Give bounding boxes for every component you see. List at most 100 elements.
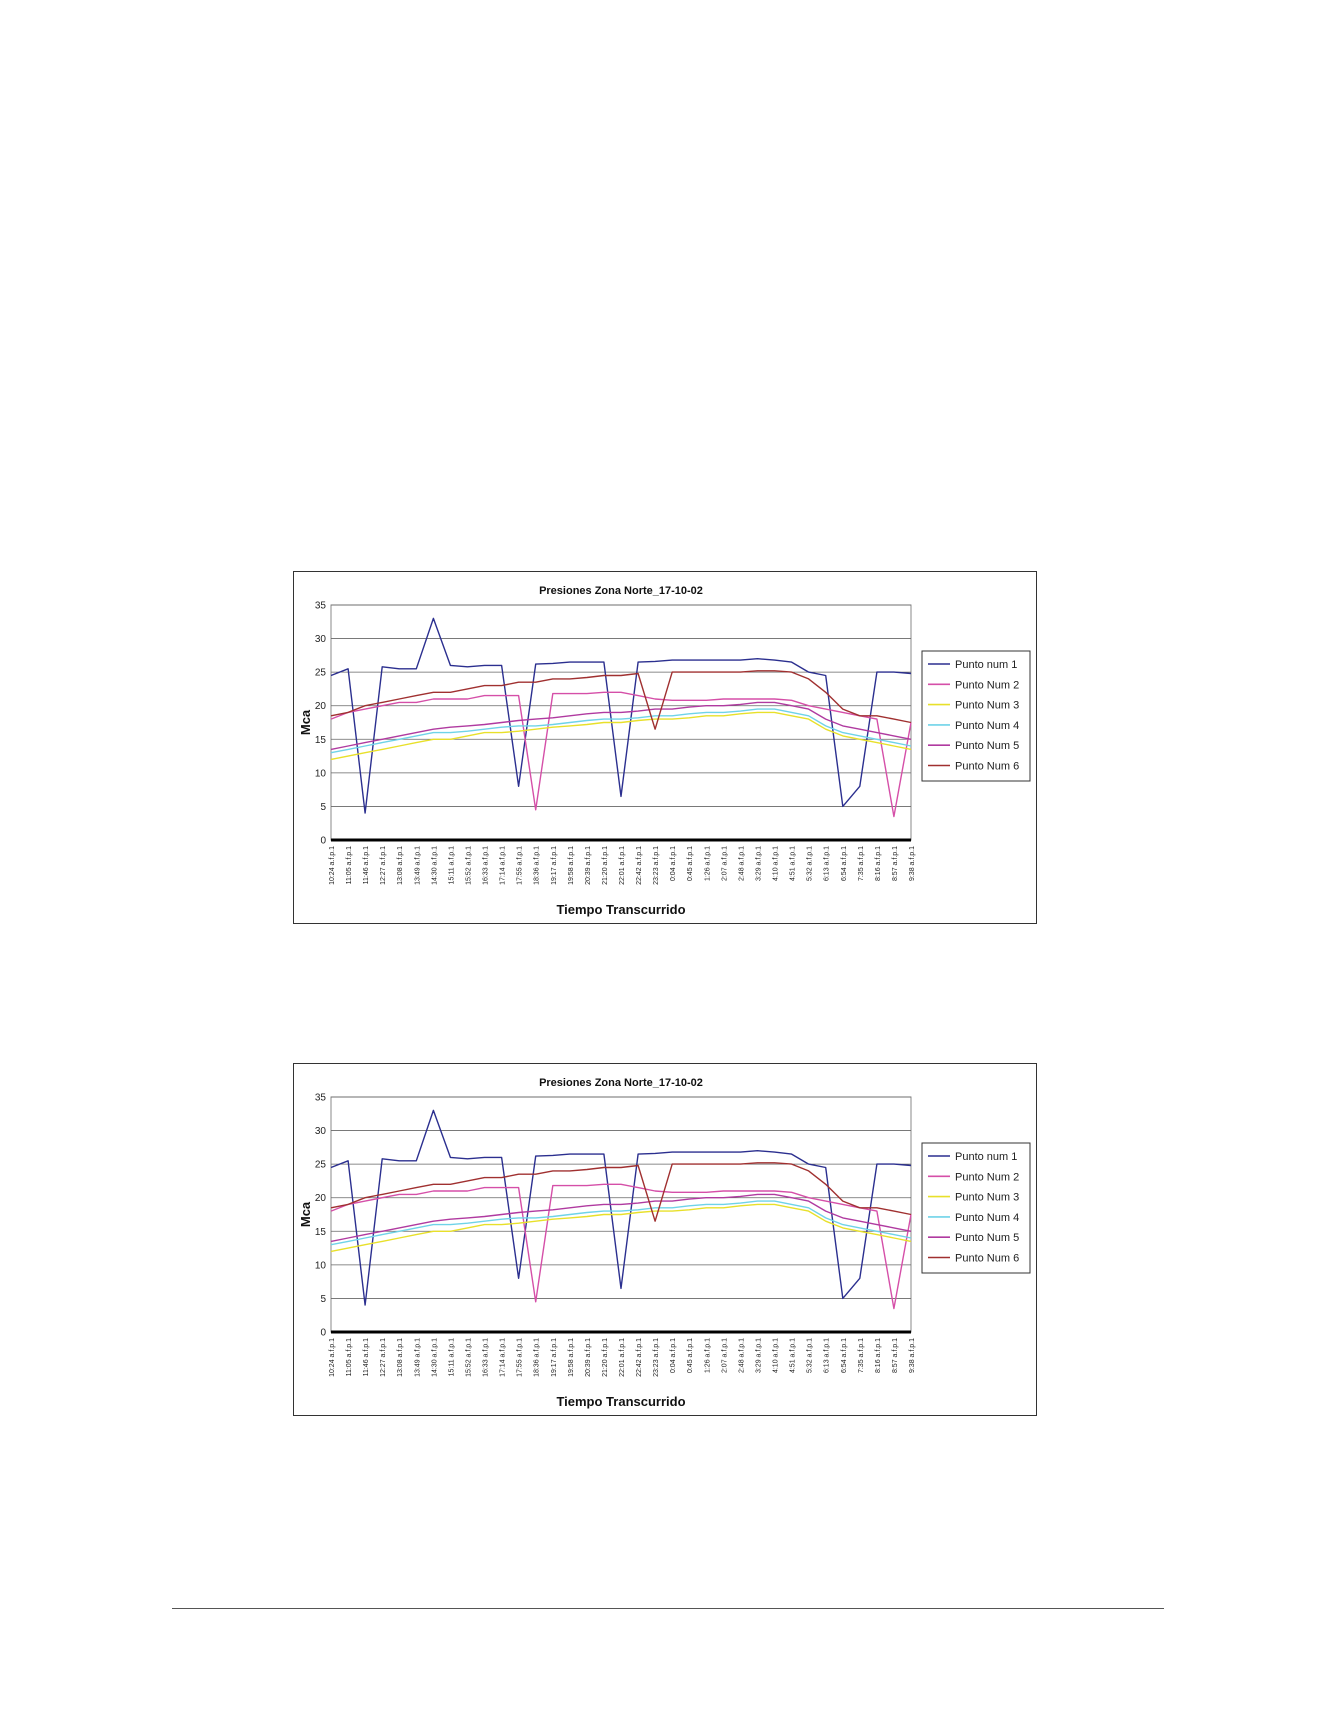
legend-label: Punto Num 3 — [955, 700, 1019, 712]
x-tick-label: 9:38 a.f.p.1 — [909, 1338, 916, 1373]
y-tick-label: 25 — [315, 1160, 327, 1171]
x-tick-label: 3:29 a.f.p.1 — [756, 846, 763, 881]
x-tick-label: 20:39 a.f.p.1 — [585, 1338, 592, 1377]
x-tick-label: 11:46 a.f.p.1 — [363, 1338, 370, 1377]
series-line-4 — [330, 708, 912, 754]
chart-title: Presiones Zona Norte_17-10-02 — [539, 585, 703, 597]
footer-rule — [172, 1608, 1164, 1609]
y-tick-label: 0 — [320, 1328, 326, 1339]
x-tick-label: 12:27 a.f.p.1 — [380, 846, 387, 885]
legend-label: Punto Num 5 — [955, 740, 1019, 752]
series-line-4 — [330, 1200, 912, 1246]
y-axis-title: Mca — [298, 1201, 313, 1227]
x-tick-label: 15:11 a.f.p.1 — [448, 1338, 455, 1377]
pressure-chart-1: 0 5 10 15 20 25 30 35 10:24 a.f.p.1 11:05 a.f.p.1… — [293, 571, 1037, 924]
legend-label: Punto Num 3 — [955, 1192, 1019, 1204]
legend-label: Punto Num 2 — [955, 679, 1019, 691]
pressure-chart-2: 0 5 10 15 20 25 30 35 10:24 a.f.p.1 11:05 a.f.p.1… — [293, 1063, 1037, 1416]
x-tick-label: 6:54 a.f.p.1 — [841, 1338, 848, 1373]
x-tick-label: 22:01 a.f.p.1 — [619, 1338, 626, 1377]
chart-title: Presiones Zona Norte_17-10-02 — [539, 1077, 703, 1089]
x-tick-label: 19:58 a.f.p.1 — [568, 1338, 575, 1377]
x-tick-label: 13:49 a.f.p.1 — [414, 846, 421, 885]
x-tick-label: 17:14 a.f.p.1 — [500, 1338, 507, 1377]
x-tick-label: 18:36 a.f.p.1 — [534, 1338, 541, 1377]
x-tick-label: 17:14 a.f.p.1 — [500, 846, 507, 885]
y-tick-label: 35 — [315, 601, 327, 612]
legend-label: Punto Num 4 — [955, 720, 1019, 732]
y-axis-title: Mca — [298, 709, 313, 735]
x-tick-label: 2:48 a.f.p.1 — [738, 846, 745, 881]
series-line-5 — [330, 1193, 912, 1243]
x-tick-label: 15:52 a.f.p.1 — [466, 846, 473, 885]
x-tick-label: 0:04 a.f.p.1 — [670, 1338, 677, 1373]
gridlines — [331, 1096, 911, 1299]
x-tick-label: 6:54 a.f.p.1 — [841, 846, 848, 881]
x-tick-label: 4:51 a.f.p.1 — [790, 1338, 797, 1373]
series-line-1 — [330, 1109, 912, 1306]
x-tick-label: 7:35 a.f.p.1 — [858, 846, 865, 881]
x-tick-label: 17:55 a.f.p.1 — [517, 1338, 524, 1377]
x-tick-label: 14:30 a.f.p.1 — [431, 846, 438, 885]
x-tick-label: 2:07 a.f.p.1 — [721, 1338, 728, 1373]
x-tick-label: 21:20 a.f.p.1 — [602, 846, 609, 885]
series-line-2 — [330, 691, 912, 818]
x-tick-label: 10:24 a.f.p.1 — [329, 846, 336, 885]
gridlines — [331, 604, 911, 807]
x-tick-label: 22:01 a.f.p.1 — [619, 846, 626, 885]
x-tick-label: 11:46 a.f.p.1 — [363, 846, 370, 885]
series-line-6 — [330, 670, 912, 730]
legend-label: Punto Num 2 — [955, 1171, 1019, 1183]
x-tick-label: 21:20 a.f.p.1 — [602, 1338, 609, 1377]
x-tick-label: 0:45 a.f.p.1 — [687, 846, 694, 881]
x-tick-label: 16:33 a.f.p.1 — [483, 1338, 490, 1377]
x-tick-label: 17:55 a.f.p.1 — [517, 846, 524, 885]
x-tick-label: 11:05 a.f.p.1 — [346, 846, 353, 885]
x-tick-label: 20:39 a.f.p.1 — [585, 846, 592, 885]
x-tick-label: 14:30 a.f.p.1 — [431, 1338, 438, 1377]
x-tick-label: 6:13 a.f.p.1 — [824, 1338, 831, 1373]
legend-label: Punto Num 6 — [955, 761, 1019, 773]
x-tick-label: 8:57 a.f.p.1 — [892, 1338, 899, 1373]
y-tick-label: 10 — [315, 768, 327, 779]
series-line-1 — [330, 617, 912, 814]
x-tick-label: 0:45 a.f.p.1 — [687, 1338, 694, 1373]
x-tick-label: 3:29 a.f.p.1 — [756, 1338, 763, 1373]
x-tick-label: 22:42 a.f.p.1 — [636, 846, 643, 885]
y-tick-label: 20 — [315, 1193, 327, 1204]
chart-svg-2: 0 5 10 15 20 25 30 35 10:24 a.f.p.1 11:05 a.f.p.1… — [298, 1077, 1031, 1409]
x-axis-title: Tiempo Transcurrido — [556, 902, 685, 917]
x-tick-label: 6:13 a.f.p.1 — [824, 846, 831, 881]
x-tick-label: 15:11 a.f.p.1 — [448, 846, 455, 885]
series-line-3 — [330, 1203, 912, 1253]
legend-box — [921, 1142, 1031, 1274]
legend: Punto num 1 Punto Num 2 Punto Num 3 Punto N… — [921, 1142, 1031, 1274]
legend-label: Punto num 1 — [955, 659, 1017, 671]
y-tick-label: 15 — [315, 735, 327, 746]
x-tick-label: 4:51 a.f.p.1 — [790, 846, 797, 881]
y-tick-label: 30 — [315, 634, 327, 645]
x-tick-label: 5:32 a.f.p.1 — [807, 1338, 814, 1373]
x-tick-label: 19:17 a.f.p.1 — [551, 1338, 558, 1377]
y-tick-label: 30 — [315, 1126, 327, 1137]
x-tick-label: 2:48 a.f.p.1 — [738, 1338, 745, 1373]
legend-label: Punto num 1 — [955, 1151, 1017, 1163]
x-tick-label: 18:36 a.f.p.1 — [534, 846, 541, 885]
x-tick-label: 16:33 a.f.p.1 — [483, 846, 490, 885]
x-tick-label: 23:23 a.f.p.1 — [653, 1338, 660, 1377]
x-tick-label: 19:17 a.f.p.1 — [551, 846, 558, 885]
y-tick-label: 25 — [315, 668, 327, 679]
x-tick-label: 8:57 a.f.p.1 — [892, 846, 899, 881]
x-axis-title: Tiempo Transcurrido — [556, 1394, 685, 1409]
series-line-3 — [330, 711, 912, 761]
legend-label: Punto Num 5 — [955, 1232, 1019, 1244]
x-tick-label: 23:23 a.f.p.1 — [653, 846, 660, 885]
y-tick-label: 35 — [315, 1093, 327, 1104]
y-tick-label: 5 — [320, 802, 326, 813]
y-tick-label: 15 — [315, 1227, 327, 1238]
x-tick-label: 8:16 a.f.p.1 — [875, 846, 882, 881]
legend: Punto num 1 Punto Num 2 Punto Num 3 Punto N… — [921, 650, 1031, 782]
legend-box — [921, 650, 1031, 782]
x-tick-label: 1:26 a.f.p.1 — [704, 1338, 711, 1373]
chart-svg-1: 0 5 10 15 20 25 30 35 10:24 a.f.p.1 11:05 a.f.p.1… — [298, 585, 1031, 917]
